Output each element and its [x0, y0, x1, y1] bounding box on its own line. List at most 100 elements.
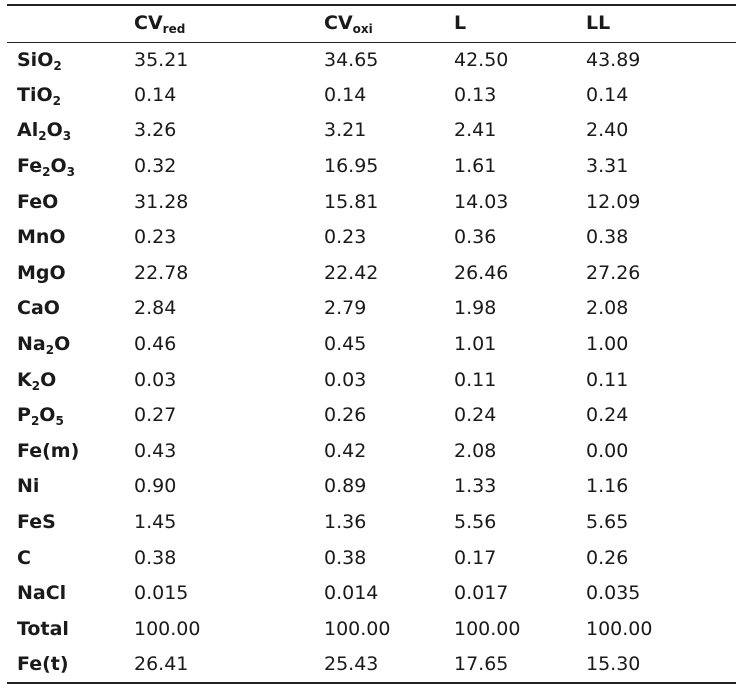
table-cell: 34.65 — [324, 48, 379, 71]
header-row: CVred CVoxi L LL — [7, 5, 736, 42]
table-cell: 0.017 — [454, 582, 509, 605]
composition-table-container: CVred CVoxi L LL SiO2 35.21 34.65 42.50 43.89 Ti… — [7, 4, 736, 684]
row-label: Fe(m) — [7, 434, 124, 470]
column-header: L — [444, 5, 576, 42]
table-cell: 17.65 — [454, 652, 509, 675]
row-label-subscript: 2 — [53, 58, 62, 73]
row-label-text: MgO — [17, 261, 66, 284]
row-label-subscript: 2 — [38, 129, 47, 144]
column-header-text: CV — [324, 12, 353, 35]
column-header-text: LL — [586, 12, 611, 35]
row-label-text: Fe — [17, 155, 43, 178]
table-cell: 0.11 — [454, 368, 497, 391]
table-cell: 0.14 — [586, 83, 629, 106]
table-cell: 0.00 — [586, 439, 629, 462]
table-cell: 0.42 — [324, 439, 367, 462]
table-cell: 12.09 — [586, 190, 641, 213]
table-row: CaO 2.84 2.79 1.98 2.08 — [7, 291, 736, 327]
column-header: CVoxi — [314, 5, 444, 42]
table-cell: 0.014 — [324, 582, 379, 605]
table-row: K2O 0.03 0.03 0.11 0.11 — [7, 362, 736, 398]
table-cell: 0.13 — [454, 83, 497, 106]
table-cell: 0.035 — [586, 582, 641, 605]
table-cell: 27.26 — [586, 261, 641, 284]
row-label: C — [7, 540, 124, 576]
row-label-text: MnO — [17, 226, 66, 249]
table-cell: 0.38 — [586, 226, 629, 249]
row-label-text: CaO — [17, 297, 60, 320]
row-label-subscript: 2 — [30, 414, 40, 429]
table-cell: 25.43 — [324, 652, 379, 675]
table-cell: 3.26 — [134, 119, 177, 142]
row-label: NaCl — [7, 576, 124, 612]
row-label: P2O5 — [7, 398, 124, 434]
row-label: MnO — [7, 220, 124, 256]
row-label: MgO — [7, 256, 124, 292]
table-cell: 0.17 — [454, 546, 497, 569]
row-label: FeS — [7, 505, 124, 541]
row-label-subscript: 3 — [62, 129, 72, 144]
table-cell: 0.23 — [324, 226, 367, 249]
table-cell: 1.61 — [454, 155, 497, 178]
table-cell: 0.23 — [134, 226, 177, 249]
table-cell: 14.03 — [454, 190, 509, 213]
table-cell: 0.015 — [134, 582, 189, 605]
row-label-subscript: 5 — [55, 414, 64, 429]
table-row: Fe2O3 0.32 16.95 1.61 3.31 — [7, 149, 736, 185]
table-row: Na2O 0.46 0.45 1.01 1.00 — [7, 327, 736, 363]
table-row: C 0.38 0.38 0.17 0.26 — [7, 540, 736, 576]
table-cell: 100.00 — [586, 617, 653, 640]
table-cell: 3.31 — [586, 155, 629, 178]
row-label-subscript: 2 — [31, 378, 41, 393]
row-label: K2O — [7, 362, 124, 398]
row-label-text: FeS — [17, 511, 56, 534]
table-cell: 43.89 — [586, 48, 641, 71]
table-cell: 100.00 — [134, 617, 201, 640]
table-cell: 1.36 — [324, 511, 367, 534]
row-label-text: NaCl — [17, 582, 67, 605]
row-label-text: TiO — [17, 83, 53, 106]
table-cell: 0.32 — [134, 155, 177, 178]
table-row: Fe(m) 0.43 0.42 2.08 0.00 — [7, 434, 736, 470]
table-row: Total 100.00 100.00 100.00 100.00 — [7, 612, 736, 648]
table-cell: 26.46 — [454, 261, 509, 284]
table-cell: 0.36 — [454, 226, 497, 249]
table-cell: 0.24 — [454, 404, 497, 427]
row-label-text: Fe(m) — [17, 439, 80, 462]
column-header-subscript: oxi — [352, 22, 373, 37]
row-label-text: O — [50, 155, 67, 178]
column-header-text: CV — [134, 12, 163, 35]
table-cell: 0.03 — [134, 368, 177, 391]
table-cell: 0.26 — [324, 404, 367, 427]
row-label-text: O — [39, 404, 56, 427]
table-row: Ni 0.90 0.89 1.33 1.16 — [7, 469, 736, 505]
column-header-subscript: red — [162, 22, 186, 37]
table-row: P2O5 0.27 0.26 0.24 0.24 — [7, 398, 736, 434]
header-corner — [7, 5, 124, 42]
row-label-text: FeO — [17, 190, 59, 213]
table-row: TiO2 0.14 0.14 0.13 0.14 — [7, 78, 736, 114]
table-cell: 2.40 — [586, 119, 629, 142]
table-cell: 0.90 — [134, 475, 177, 498]
table-row: NaCl 0.015 0.014 0.017 0.035 — [7, 576, 736, 612]
table-cell: 0.14 — [324, 83, 367, 106]
table-cell: 5.56 — [454, 511, 497, 534]
row-label-text: K — [17, 368, 32, 391]
row-label: CaO — [7, 291, 124, 327]
composition-table: CVred CVoxi L LL SiO2 35.21 34.65 42.50 43.89 Ti… — [7, 4, 736, 684]
row-label-text: SiO — [17, 48, 54, 71]
table-cell: 2.08 — [454, 439, 497, 462]
row-label-text: P — [17, 404, 31, 427]
row-label: Fe2O3 — [7, 149, 124, 185]
row-label-text: Al — [17, 119, 39, 142]
table-cell: 31.28 — [134, 190, 189, 213]
table-row: Fe(t) 26.41 25.43 17.65 15.30 — [7, 647, 736, 683]
table-row: SiO2 35.21 34.65 42.50 43.89 — [7, 42, 736, 78]
table-header: CVred CVoxi L LL — [7, 5, 736, 42]
row-label-text: C — [17, 546, 31, 569]
table-cell: 42.50 — [454, 48, 509, 71]
table-cell: 0.11 — [586, 368, 629, 391]
row-label-text: O — [54, 333, 71, 356]
row-label-text: Total — [17, 617, 69, 640]
row-label: Al2O3 — [7, 113, 124, 149]
